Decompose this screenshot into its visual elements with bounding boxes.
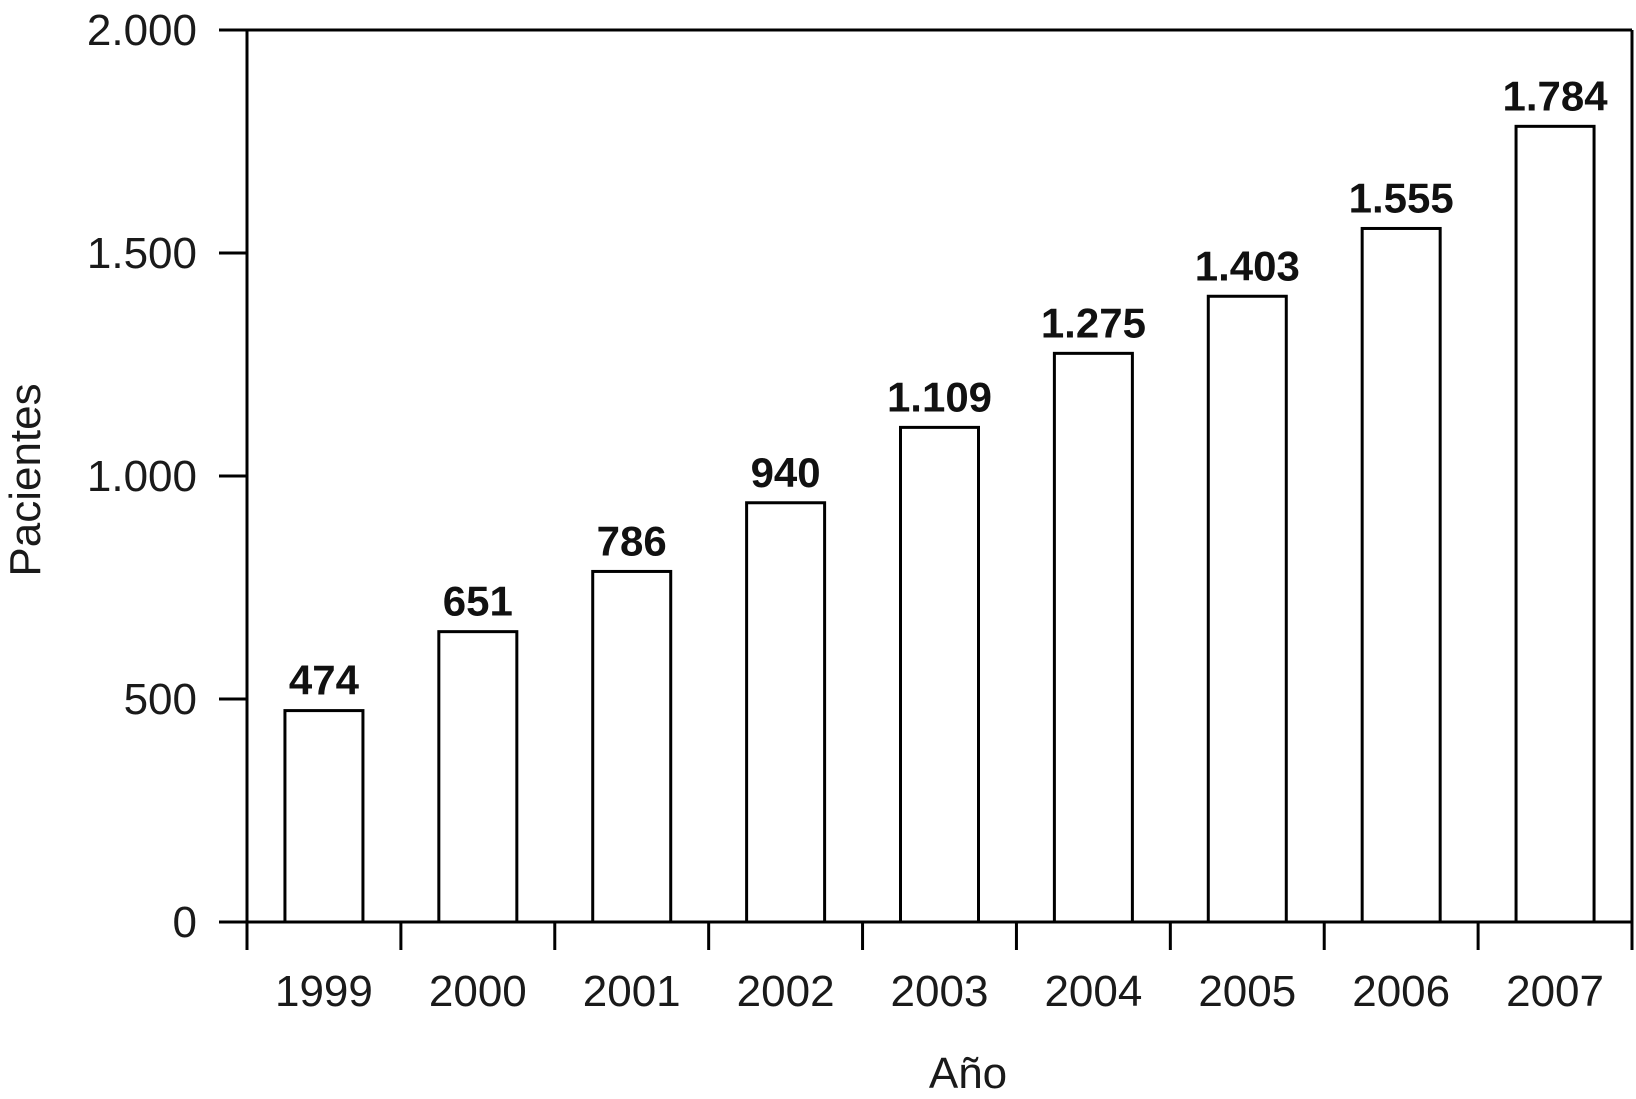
- bar-2002: [745, 501, 827, 924]
- y-tick-label-1000: 1.000: [87, 452, 197, 501]
- x-tick-label-2002: 2002: [737, 967, 835, 1016]
- y-tick-label-2000: 2.000: [87, 6, 197, 55]
- data-label-2001: 786: [597, 517, 667, 564]
- bar-2006: [1360, 226, 1442, 924]
- x-axis-title: Año: [929, 1049, 1007, 1098]
- data-label-2004: 1.275: [1041, 299, 1146, 346]
- data-label-2005: 1.403: [1195, 242, 1300, 289]
- data-label-2003: 1.109: [887, 373, 992, 420]
- x-tick-label-2001: 2001: [583, 967, 681, 1016]
- bar-2004: [1052, 351, 1134, 924]
- data-label-1999: 474: [289, 657, 360, 704]
- x-tick-label-2004: 2004: [1044, 967, 1142, 1016]
- data-label-2006: 1.555: [1349, 174, 1454, 221]
- data-label-2002: 940: [751, 449, 821, 496]
- data-label-2007: 1.784: [1503, 72, 1609, 119]
- x-tick-label-1999: 1999: [275, 967, 373, 1016]
- data-label-2000: 651: [443, 578, 513, 625]
- x-tick-label-2003: 2003: [891, 967, 989, 1016]
- bar-1999: [283, 709, 365, 924]
- y-tick-label-0: 0: [173, 898, 197, 947]
- y-axis-title: Pacientes: [1, 383, 50, 576]
- y-tick-label-1500: 1.500: [87, 229, 197, 278]
- bar-2005: [1206, 294, 1288, 924]
- bars-group: [283, 124, 1596, 924]
- y-tick-label-500: 500: [124, 675, 197, 724]
- y-ticks-group: 0 500 1.000 1.500 2.000: [87, 6, 247, 947]
- data-labels-group: 474 651 786 940 1.109 1.275 1.403 1.555 1.784: [289, 72, 1608, 703]
- bar-2003: [899, 425, 980, 924]
- x-tick-label-2006: 2006: [1352, 967, 1450, 1016]
- x-ticks-group: 1999 2000 2001 2002 2003 2004 2005 2006 2007: [245, 922, 1634, 1016]
- bar-2000: [437, 630, 519, 924]
- bar-2001: [591, 569, 673, 924]
- x-tick-label-2007: 2007: [1506, 967, 1604, 1016]
- x-tick-label-2005: 2005: [1198, 967, 1296, 1016]
- bar-2007: [1514, 124, 1596, 924]
- x-tick-label-2000: 2000: [429, 967, 527, 1016]
